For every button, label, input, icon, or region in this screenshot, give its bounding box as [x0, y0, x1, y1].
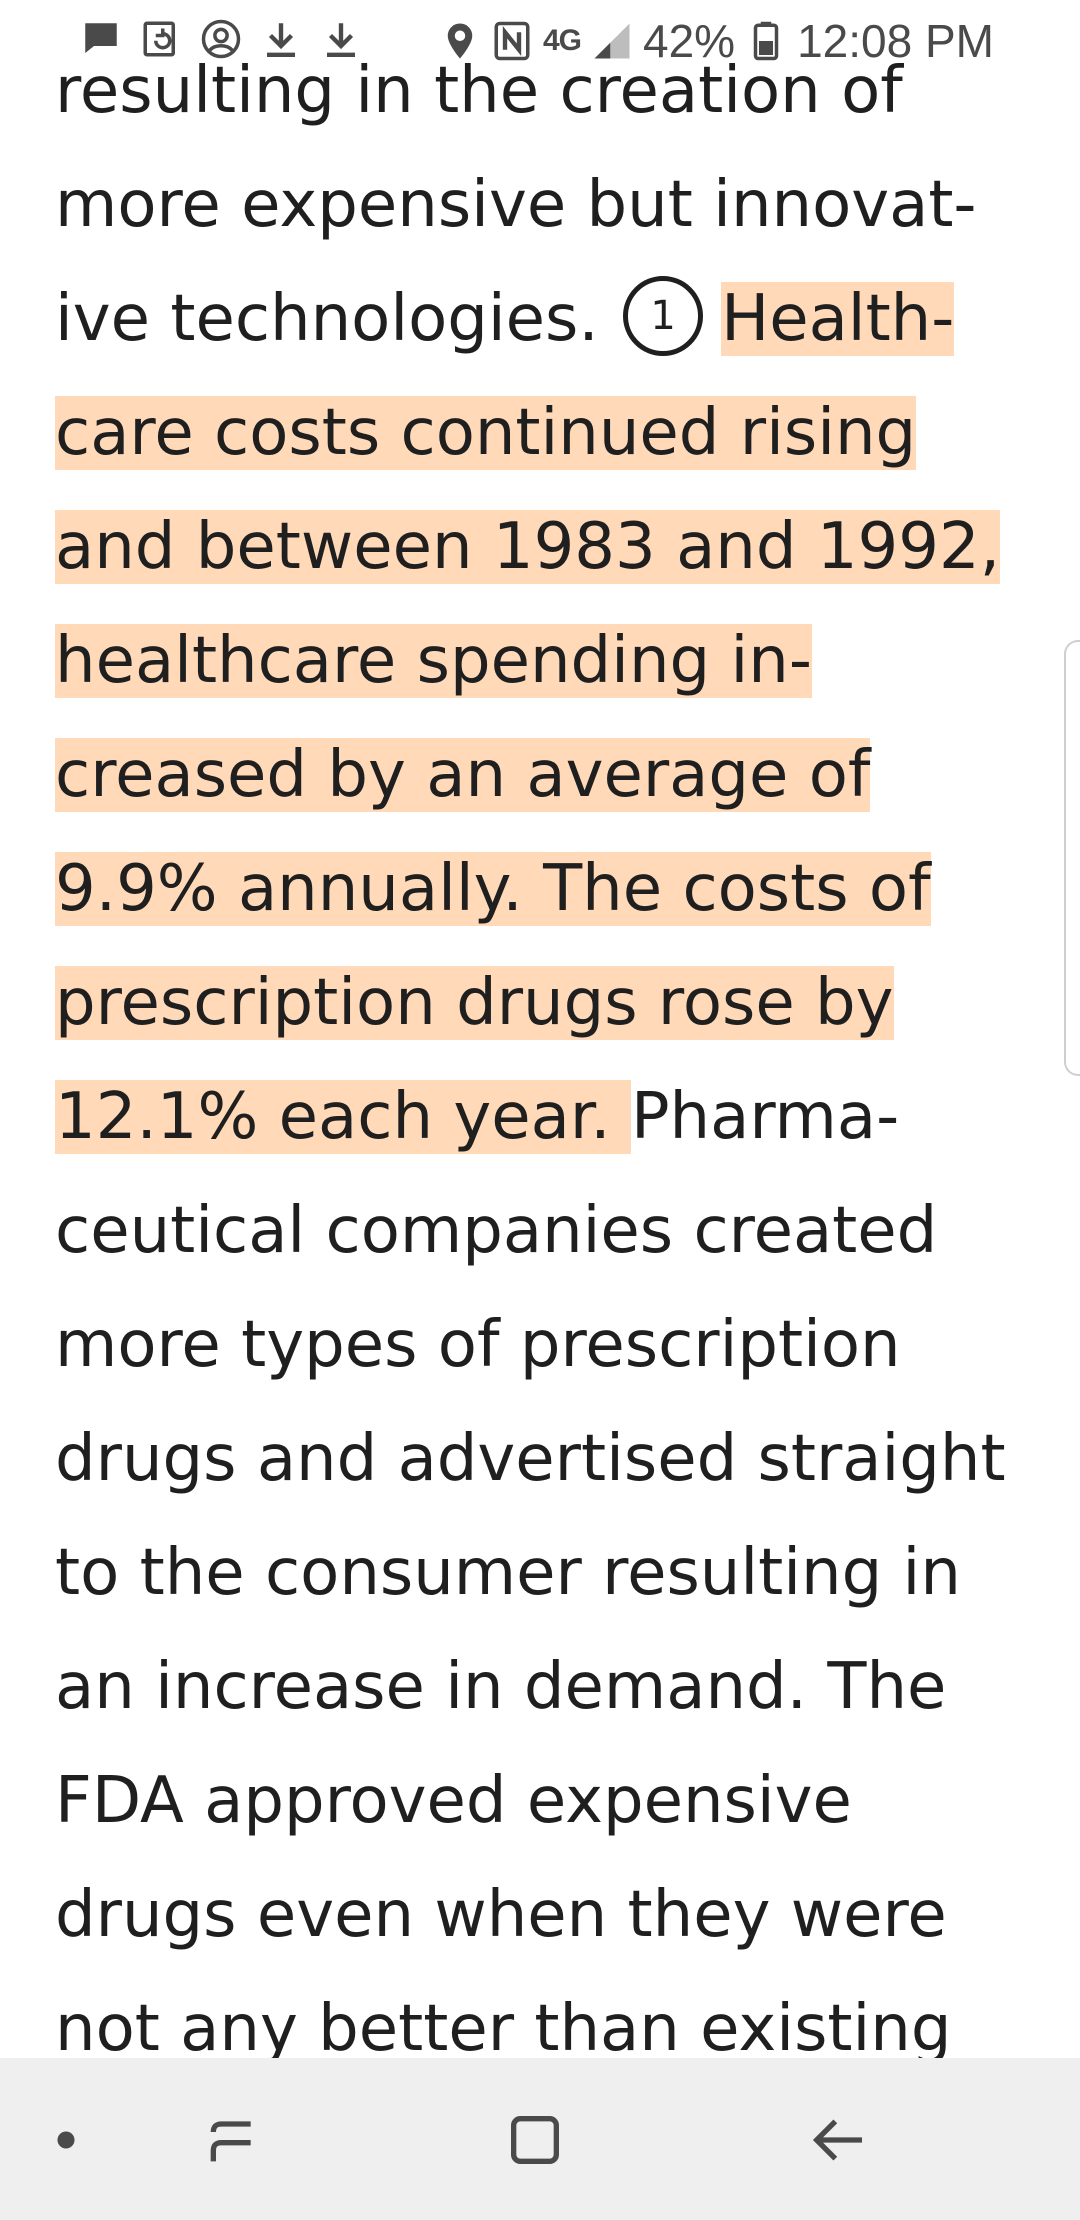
dot-icon[interactable]: [26, 2100, 106, 2180]
text-line: drugs and advertised straight: [55, 1402, 1045, 1516]
home-icon[interactable]: [495, 2100, 575, 2180]
location-icon: [439, 20, 481, 62]
signal-icon: [591, 20, 633, 62]
status-bar: 4G 42% 12:08 PM: [0, 0, 1080, 84]
text-run: more types of prescription: [55, 1308, 901, 1382]
text-line: more expensive but innovat-: [55, 148, 1045, 262]
annotation-marker[interactable]: 1: [623, 276, 704, 357]
text-run: more expensive but innovat-: [55, 168, 977, 242]
text-line: resulting in the creation of: [55, 34, 1045, 148]
download-icon: [320, 18, 362, 60]
navigation-bar: [0, 2058, 1080, 2220]
text-line: ceutical companies created: [55, 1174, 1045, 1288]
recent-apps-icon[interactable]: [192, 2100, 272, 2180]
text-line: to the consumer resulting in: [55, 1516, 1045, 1630]
text-line: not any better than existing: [55, 1972, 1045, 2086]
highlighted-text[interactable]: 9.9% annually. The costs of: [55, 852, 931, 926]
download-icon: [260, 18, 302, 60]
text-line: drugs even when they were: [55, 1858, 1045, 1972]
text-line: FDA approved expensive: [55, 1744, 1045, 1858]
text-line: more types of prescription: [55, 1288, 1045, 1402]
text-line: healthcare spending in-: [55, 604, 1045, 718]
text-run: to the consumer resulting in: [55, 1536, 961, 1610]
highlighted-text[interactable]: Health-: [721, 282, 955, 356]
text-line: care costs continued rising: [55, 376, 1045, 490]
highlighted-text[interactable]: prescription drugs rose by: [55, 966, 894, 1040]
message-icon: [80, 18, 122, 60]
highlighted-text[interactable]: care costs continued rising: [55, 396, 917, 470]
text-run: ceutical companies created: [55, 1194, 938, 1268]
back-icon[interactable]: [798, 2100, 878, 2180]
screenshot-icon: [140, 18, 182, 60]
nfc-icon: [491, 20, 533, 62]
battery-icon: [745, 20, 787, 62]
text-line: and between 1983 and 1992,: [55, 490, 1045, 604]
text-run: resulting in the creation of: [55, 54, 903, 128]
text-line: creased by an average of: [55, 718, 1045, 832]
text-line: prescription drugs rose by: [55, 946, 1045, 1060]
highlighted-text[interactable]: creased by an average of: [55, 738, 871, 812]
reader-content[interactable]: resulting in the creation of more expens…: [55, 34, 1045, 2086]
account-icon: [200, 18, 242, 60]
battery-percent: 42%: [643, 15, 736, 67]
text-run: ive technologies.: [55, 282, 620, 356]
text-run: Pharma-: [630, 1080, 900, 1154]
highlighted-text[interactable]: and between 1983 and 1992,: [55, 510, 1001, 584]
text-run: not any better than existing: [55, 1992, 952, 2066]
text-line: ive technologies. 1 Health-: [55, 262, 1045, 376]
text-line: an increase in demand. The: [55, 1630, 1045, 1744]
system-status: 4G 42% 12:08 PM: [439, 14, 994, 68]
highlighted-text[interactable]: 12.1% each year.: [55, 1080, 631, 1154]
text-line: 12.1% each year. Pharma-: [55, 1060, 1045, 1174]
notification-icons: [80, 18, 362, 60]
text-run: an increase in demand. The: [55, 1650, 947, 1724]
edge-panel-handle[interactable]: [1064, 640, 1080, 1076]
text-run: drugs even when they were: [55, 1878, 947, 1952]
text-run: drugs and advertised straight: [55, 1422, 1006, 1496]
text-run: FDA approved expensive: [55, 1764, 852, 1838]
highlighted-text[interactable]: healthcare spending in-: [55, 624, 812, 698]
clock: 12:08 PM: [797, 15, 994, 67]
text-line: 9.9% annually. The costs of: [55, 832, 1045, 946]
network-type: 4G: [542, 24, 582, 57]
